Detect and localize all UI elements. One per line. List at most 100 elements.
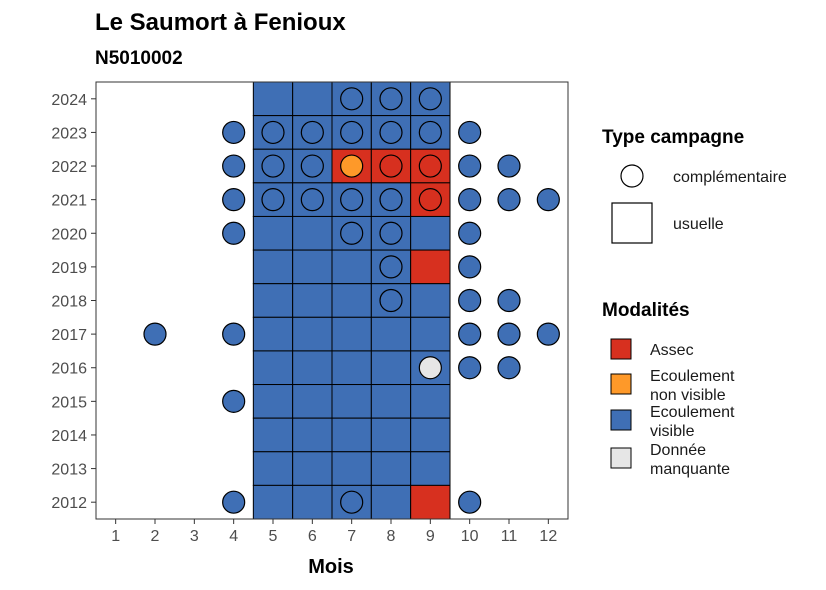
point-2023-7 [340,120,364,145]
legend-swatch-assec [610,338,632,360]
point-2023-5 [261,120,285,145]
tile-2013-6 [292,451,333,486]
point-2021-7 [340,188,364,212]
point-2022-6 [300,154,324,178]
point-2019-8 [379,255,403,279]
tile-2020-5 [252,215,294,251]
point-2016-10 [458,356,482,380]
point-2018-8 [379,288,403,313]
y-tick-label: 2016 [51,361,87,378]
tile-2016-6 [292,350,333,386]
tile-2014-6 [292,417,333,453]
y-tick-label: 2017 [51,327,87,344]
point-2021-8 [379,188,403,212]
y-tick-label: 2015 [51,394,87,411]
x-tick-label: 11 [501,528,518,545]
point-2017-10 [458,322,482,346]
point-2012-7 [340,490,364,514]
legend-label-ecoulement_visible: Ecoulement [650,404,735,421]
tile-2013-7 [331,451,372,486]
tile-2017-9 [410,316,451,352]
point-2022-8 [379,154,403,178]
legend-label-donnee_manquante: Donnée [650,442,706,459]
point-2021-6 [300,188,324,212]
y-tick-label: 2019 [51,260,87,277]
tile-2018-9 [410,283,451,318]
tile-2014-8 [370,417,412,453]
legend-swatch-ecoulement_non_visible [610,373,632,395]
x-tick-label: 4 [229,528,238,545]
tile-2017-6 [292,316,333,352]
tile-2020-9 [410,215,451,251]
legend-type-label: usuelle [673,216,724,233]
tile-2012-8 [370,484,412,520]
point-2018-10 [458,288,482,313]
x-axis: 1 2 3 4 5 6 7 8 9 10 11 12 [111,519,557,545]
tile-2012-6 [292,484,333,520]
tile-2018-7 [331,283,372,318]
point-2015-4 [222,389,246,413]
point-2016-9 [418,356,442,380]
tile-2015-6 [292,384,333,419]
point-2021-4 [222,188,246,212]
y-tick-label: 2024 [51,92,87,109]
y-axis: 2012 2013 2014 2015 2016 2017 2018 2019 2020 2021… [51,92,96,512]
point-2012-4 [222,490,246,514]
point-2022-5 [261,154,285,178]
y-tick-label: 2022 [51,159,87,176]
point-2017-11 [497,322,521,346]
y-tick-label: 2023 [51,125,87,142]
legend-label-assec: Assec [650,342,694,359]
tile-2020-6 [292,215,333,251]
tile-2014-7 [331,417,372,453]
tile-2019-5 [252,249,294,285]
x-axis-title: Mois [308,556,354,578]
point-2021-12 [536,188,560,212]
point-2020-7 [340,221,364,245]
tile-2014-9 [410,417,451,453]
tile-2015-5 [252,384,294,419]
point-2023-4 [222,120,246,145]
chart-title: Le Saumort à Fenioux [95,9,346,36]
x-tick-label: 7 [347,528,356,545]
point-2024-8 [379,87,403,111]
tile-2019-7 [331,249,372,285]
tile-2013-8 [370,451,412,486]
tile-2024-6 [292,81,333,117]
tile-2017-7 [331,316,372,352]
tile-2014-5 [252,417,294,453]
legend-swatch-donnee_manquante [610,447,632,469]
y-tick-label: 2014 [51,428,87,445]
tile-2012-9 [410,484,451,520]
legend-label-donnee_manquante: manquante [650,461,730,478]
x-tick-label: 6 [308,528,317,545]
point-2021-9 [418,188,442,212]
point-2019-10 [458,255,482,279]
legend-label-ecoulement_visible: visible [650,423,695,440]
point-2022-10 [458,154,482,178]
tile-2024-5 [252,81,294,117]
tile-2017-8 [370,316,412,352]
tile-2016-5 [252,350,294,386]
chart-subtitle: N5010002 [95,48,183,69]
point-2020-8 [379,221,403,245]
tile-2019-9 [410,249,451,285]
usuelle-cells [252,81,451,520]
y-tick-label: 2021 [51,193,87,210]
x-tick-label: 1 [111,528,120,545]
legend-modalites-title: Modalités [602,300,690,321]
tile-2018-6 [292,283,333,318]
point-2020-4 [222,221,246,245]
point-2021-10 [458,188,482,212]
legend-swatch-ecoulement_visible [610,409,632,431]
y-tick-label: 2013 [51,462,87,479]
x-tick-label: 12 [539,528,557,545]
legend-type-campagne: Type campagne complémentaire usuelle [602,127,787,244]
x-tick-label: 10 [461,528,479,545]
legend-label-ecoulement_non_visible: non visible [650,387,726,404]
tile-2015-7 [331,384,372,419]
tile-2013-9 [410,451,451,486]
point-2023-8 [379,120,403,145]
